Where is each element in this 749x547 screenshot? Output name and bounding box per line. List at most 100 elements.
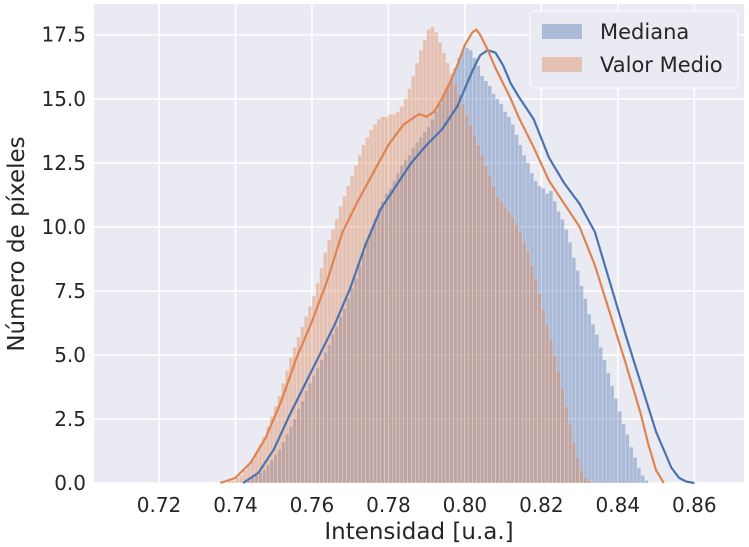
- hist-bar: [445, 62, 450, 484]
- hist-bar: [319, 267, 324, 484]
- hist-bar: [239, 475, 244, 484]
- hist-bar: [518, 144, 523, 484]
- hist-bar: [499, 103, 504, 484]
- hist-bar: [564, 405, 569, 484]
- kde-line: [242, 49, 695, 485]
- hist-bar: [606, 372, 611, 484]
- histogram-valor-medio: [227, 26, 592, 484]
- hist-bar: [636, 467, 642, 484]
- hist-bar: [418, 136, 424, 484]
- hist-bar: [399, 106, 404, 484]
- hist-bar: [479, 75, 485, 484]
- hist-bar: [391, 180, 397, 484]
- hist-bar: [399, 165, 404, 484]
- hist-bar: [334, 326, 339, 484]
- hist-bar: [346, 185, 351, 484]
- hist-bar: [315, 367, 320, 484]
- hist-bar: [376, 208, 382, 484]
- hist-bar: [629, 446, 634, 484]
- hist-bar: [571, 441, 577, 484]
- y-tick-label: 17.5: [41, 23, 86, 47]
- hist-bar: [640, 475, 645, 484]
- hist-bar: [514, 224, 519, 484]
- hist-bar: [346, 298, 351, 484]
- hist-bar: [575, 457, 580, 484]
- y-tick-label: 7.5: [54, 279, 86, 303]
- hist-bar: [525, 252, 531, 484]
- hist-bar: [434, 31, 439, 484]
- histogram-mediana: [242, 47, 649, 484]
- hist-bar: [304, 390, 309, 484]
- x-tick-label: 0.82: [519, 493, 564, 517]
- hist-bar: [602, 359, 607, 484]
- hist-bar: [395, 111, 401, 484]
- hist-bar: [434, 111, 439, 484]
- hist-bar: [495, 98, 500, 484]
- hist-bar: [510, 216, 515, 484]
- hist-bar: [537, 185, 542, 484]
- hist-bar: [560, 387, 565, 484]
- hist-bar: [586, 313, 592, 484]
- y-tick-label: 15.0: [41, 87, 86, 111]
- hist-bar: [407, 88, 412, 484]
- hist-bar: [372, 124, 378, 484]
- x-tick-label: 0.72: [137, 493, 182, 517]
- hist-bar: [525, 162, 531, 484]
- hist-bar: [326, 239, 332, 484]
- hist-bar: [579, 285, 584, 484]
- hist-bar: [411, 147, 416, 484]
- x-tick-label: 0.76: [290, 493, 335, 517]
- hist-bar: [411, 75, 416, 484]
- hist-bar: [621, 423, 626, 484]
- hist-bar: [483, 80, 489, 484]
- x-tick-label: 0.78: [366, 493, 411, 517]
- y-tick-label: 0.0: [54, 471, 86, 495]
- hist-bar: [403, 160, 408, 484]
- y-tick-label: 10.0: [41, 215, 86, 239]
- hist-bar: [288, 357, 294, 484]
- y-tick-label: 5.0: [54, 343, 86, 367]
- hist-bar: [502, 206, 508, 484]
- hist-bar: [468, 124, 473, 484]
- hist-bar: [499, 200, 504, 484]
- hist-bar: [441, 52, 447, 484]
- x-tick-labels: 0.72 0.74 0.76 0.78 0.80 0.82 0.84 0.86: [137, 493, 717, 517]
- hist-bar: [369, 129, 374, 484]
- hist-bar: [231, 480, 236, 484]
- y-tick-label: 12.5: [41, 151, 86, 175]
- hist-bar: [510, 124, 515, 484]
- hist-bar: [319, 359, 324, 484]
- hist-bar: [349, 288, 355, 484]
- hist-bar: [453, 83, 458, 484]
- hist-bar: [491, 93, 496, 484]
- hist-bar: [300, 326, 305, 484]
- hist-bar: [273, 454, 278, 484]
- hist-bar: [292, 418, 297, 484]
- hist-bar: [464, 113, 469, 484]
- hist-bar: [487, 85, 492, 484]
- hist-bar: [430, 119, 435, 484]
- hist-bar: [376, 119, 382, 484]
- hist-bar: [571, 257, 577, 484]
- hist-bar: [357, 154, 362, 484]
- hist-bar: [342, 308, 347, 484]
- hist-bar: [349, 175, 355, 484]
- hist-bar: [277, 449, 282, 484]
- hist-bar: [323, 352, 328, 484]
- x-tick-label: 0.84: [596, 493, 641, 517]
- hist-bar: [518, 231, 523, 484]
- hist-bar: [483, 165, 489, 484]
- legend-label-mediana: Mediana: [600, 20, 689, 44]
- hist-bar: [361, 144, 366, 484]
- hist-bar: [269, 459, 274, 484]
- hist-bar: [514, 134, 519, 484]
- legend-swatch-valor-medio: [542, 57, 582, 72]
- hist-bar: [414, 62, 420, 484]
- hist-bar: [472, 57, 477, 484]
- hist-bar: [304, 316, 309, 484]
- hist-bar: [460, 103, 466, 484]
- hist-bar: [533, 180, 538, 484]
- hist-bar: [552, 200, 557, 484]
- hist-bar: [330, 334, 336, 484]
- hist-bar: [548, 339, 554, 484]
